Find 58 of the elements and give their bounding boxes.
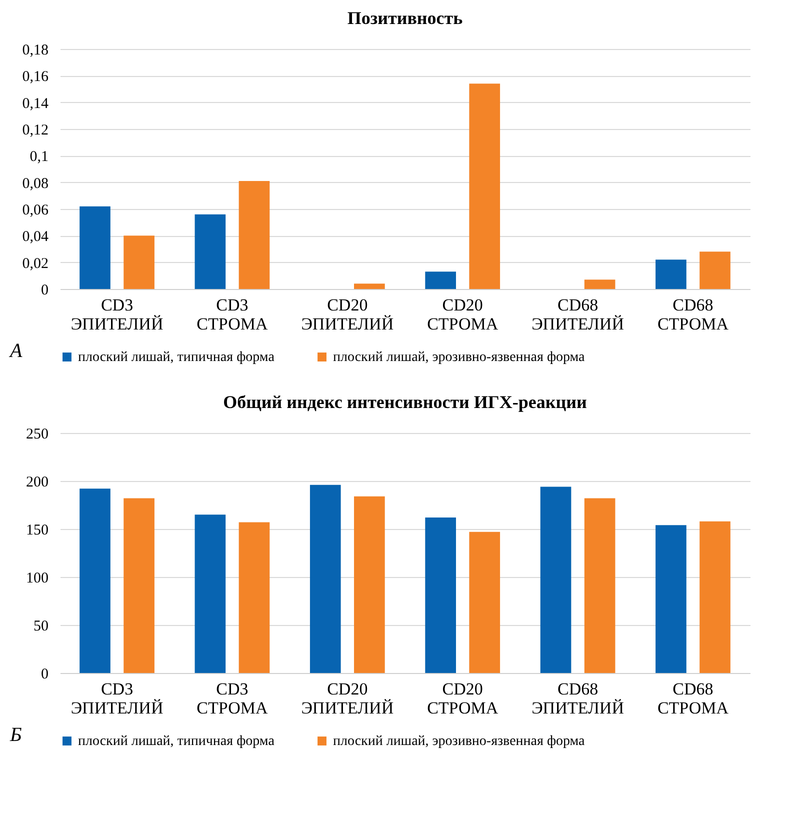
x-tick-label: CD20 СТРОМА bbox=[427, 296, 499, 334]
x-tick-label: CD3 СТРОМА bbox=[196, 680, 268, 718]
y-tick-label: 0,16 bbox=[22, 69, 49, 86]
text: А bbox=[8, 340, 23, 362]
y-tick-label: 50 bbox=[34, 618, 48, 634]
y-tick-label: 100 bbox=[26, 570, 48, 586]
y-tick-label: 0,18 bbox=[22, 42, 48, 58]
y-tick-label: 0,08 bbox=[22, 176, 48, 192]
bar bbox=[656, 260, 686, 289]
bar bbox=[425, 272, 456, 289]
y-tick-label: 200 bbox=[26, 474, 48, 490]
bar bbox=[540, 486, 572, 673]
bar bbox=[700, 521, 730, 673]
y-tick-label: 250 bbox=[26, 426, 48, 442]
legend-label: плоский лишай, типичная форма bbox=[78, 734, 276, 749]
chart-title: Позитивность bbox=[347, 8, 464, 28]
bar bbox=[80, 488, 110, 673]
y-tick-label: 0,14 bbox=[22, 96, 49, 112]
y-tick-label: 0,06 bbox=[22, 202, 49, 218]
y-tick-label: 0,12 bbox=[22, 122, 48, 138]
bar bbox=[80, 206, 110, 289]
x-tick-label: CD3 ЭПИТЕЛИЙ bbox=[70, 680, 164, 718]
legend-label: плоский лишай, эрозивно-язвенная форма bbox=[333, 350, 586, 365]
x-tick-label: CD20 СТРОМА bbox=[427, 680, 499, 718]
x-tick-label: CD3 СТРОМА bbox=[196, 296, 268, 334]
y-tick-label: 150 bbox=[26, 522, 48, 538]
bar bbox=[700, 252, 730, 289]
bar bbox=[469, 84, 500, 289]
bar bbox=[584, 280, 616, 289]
y-tick-label: 0,02 bbox=[22, 256, 48, 272]
bar bbox=[238, 522, 270, 673]
x-tick-label: CD20 ЭПИТЕЛИЙ bbox=[301, 296, 394, 334]
bar bbox=[656, 525, 686, 673]
chart-title: Общий индекс интенсивности ИГХ-реакции bbox=[223, 392, 587, 412]
bar bbox=[425, 517, 456, 673]
bar bbox=[194, 514, 226, 673]
bar bbox=[194, 214, 226, 289]
bar bbox=[238, 181, 270, 289]
x-tick-label: CD68 ЭПИТЕЛИЙ bbox=[532, 296, 624, 334]
y-tick-label: 0 bbox=[41, 666, 48, 682]
text: Б bbox=[9, 724, 22, 746]
x-tick-label: CD20 ЭПИТЕЛИЙ bbox=[301, 680, 394, 718]
legend-label: плоский лишай, типичная форма bbox=[78, 350, 276, 365]
bar bbox=[584, 498, 616, 673]
y-tick-label: 0,04 bbox=[22, 229, 49, 246]
x-tick-label: CD68 СТРОМА bbox=[657, 680, 730, 718]
bar bbox=[124, 236, 154, 289]
legend-label: плоский лишай, эрозивно-язвенная форма bbox=[333, 734, 586, 749]
x-tick-label: CD3 ЭПИТЕЛИЙ bbox=[70, 296, 164, 334]
x-tick-label: CD68 СТРОМА bbox=[657, 296, 730, 334]
bar bbox=[124, 498, 154, 673]
bar bbox=[469, 532, 500, 673]
bar bbox=[354, 284, 385, 289]
bar bbox=[310, 484, 341, 673]
y-tick-label: 0,1 bbox=[30, 149, 48, 166]
bar bbox=[354, 496, 385, 673]
y-tick-label: 0 bbox=[41, 282, 48, 298]
x-tick-label: CD68 ЭПИТЕЛИЙ bbox=[532, 680, 624, 718]
